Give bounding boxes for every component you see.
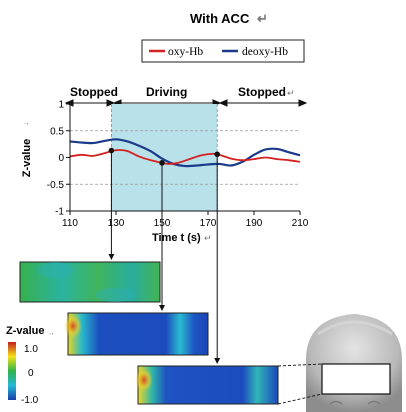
map-2-fill — [67, 312, 209, 356]
y-tick-label: 0.5 — [50, 126, 64, 137]
arrow-head — [106, 99, 116, 107]
y-tick-label: -0.5 — [47, 180, 65, 191]
phase-return-mark: ↵ — [287, 88, 295, 98]
map-to-head-line-top — [277, 363, 323, 367]
colorbar-title: Z-value — [6, 325, 45, 337]
x-tick-label: 190 — [246, 218, 263, 229]
x-tick-label: 110 — [62, 218, 78, 229]
y-tick-label: -1 — [55, 207, 64, 218]
time-marker-point — [108, 147, 115, 154]
x-axis-label: Time t (s) — [152, 232, 201, 244]
head-highlight — [317, 320, 393, 336]
map-2 — [64, 312, 209, 356]
map-1 — [19, 261, 161, 303]
phase-annotations: Stopped Driving Stopped ↵ — [64, 85, 308, 107]
legend: oxy-Hb deoxy-Hb — [141, 39, 305, 63]
colorbar-gradient — [8, 342, 16, 400]
x-ticks: 110 130 150 170 190 210 — [62, 211, 309, 229]
time-marker-point — [159, 160, 165, 166]
phase-label-stopped-1: Stopped — [70, 85, 118, 99]
colorbar-title-mark: ., — [49, 327, 53, 336]
x-tick-label: 210 — [292, 218, 309, 229]
y-ticks: 1 0.5 0 -0.5 -1 — [47, 100, 70, 218]
x-tick-label: 170 — [200, 218, 217, 229]
phase-label-stopped-2: Stopped — [238, 85, 286, 99]
colorbar-tick-min: -1.0 — [21, 395, 39, 406]
y-tick-label: 0 — [58, 153, 64, 164]
phase-boundary-lines — [111, 104, 218, 211]
colorbar-tick-mid: 0 — [28, 368, 34, 379]
map-to-head-line-bottom — [277, 393, 323, 405]
phase-label-driving: Driving — [146, 85, 187, 99]
map-2-hotspot — [64, 314, 82, 338]
series-line-deoxy-hb — [69, 138, 301, 168]
head-shape — [306, 314, 402, 412]
marker-arrow-head — [108, 254, 115, 260]
x-tick-label: 130 — [108, 218, 125, 229]
legend-label-deoxy-hb: deoxy-Hb — [242, 46, 288, 58]
y-axis-label: Z-value — [21, 139, 33, 178]
map-3-fill — [137, 365, 279, 405]
marker-arrow-head — [214, 358, 221, 364]
chart-title: With ACC — [190, 11, 250, 26]
y-tick-label: 1 — [58, 100, 64, 111]
colorbar-tick-max: 1.0 — [24, 344, 38, 355]
arrow-head — [218, 99, 228, 107]
map-1-patch — [95, 288, 135, 302]
map-3 — [135, 365, 279, 405]
colorbar: Z-value ., 1.0 0 -1.0 — [6, 325, 53, 406]
legend-label-oxy-hb: oxy-Hb — [168, 46, 203, 58]
time-marker-point — [214, 151, 220, 158]
head-eyes — [329, 400, 381, 405]
x-label-return-mark: ↵ — [204, 233, 212, 243]
title-return-mark: ↵ — [257, 11, 268, 26]
head-illustration — [306, 314, 402, 412]
map-3-hotspot — [135, 368, 153, 392]
map-1-fill — [19, 261, 161, 303]
plot-area: 110 130 150 170 190 210 10.50-0.5-1 — [47, 100, 309, 364]
arrow-head — [298, 99, 308, 107]
y-label-mark: ., — [24, 117, 28, 126]
marker-arrow-head — [159, 305, 165, 311]
time-markers — [108, 147, 221, 364]
probe-region — [321, 363, 391, 395]
driving-shaded-region — [111, 104, 218, 211]
map-1-patch — [37, 262, 73, 278]
